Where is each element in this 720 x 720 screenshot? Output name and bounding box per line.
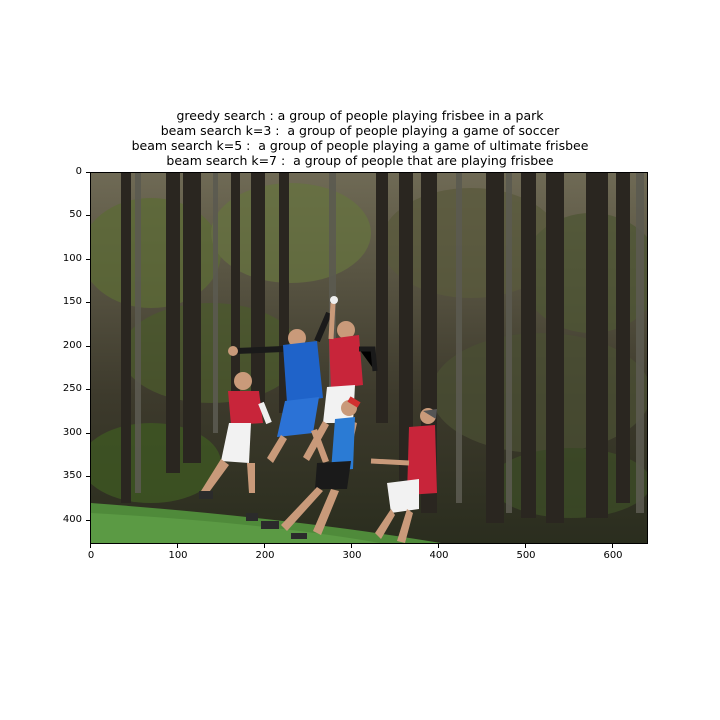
- x-tick-label: 400: [429, 550, 449, 561]
- title-greedy: greedy search : a group of people playin…: [176, 108, 544, 123]
- y-tick-label: 100: [62, 253, 82, 264]
- y-tick-label: 300: [62, 427, 82, 438]
- title-beam-k3: beam search k=3 : a group of people play…: [160, 123, 560, 138]
- y-tick-label: 400: [62, 514, 82, 525]
- x-tick-label: 300: [342, 550, 362, 561]
- y-tick-label: 250: [62, 383, 82, 394]
- x-tick-label: 600: [603, 550, 623, 561]
- x-tick-label: 100: [168, 550, 188, 561]
- y-tick-label: 50: [69, 209, 82, 220]
- x-tick-label: 200: [255, 550, 275, 561]
- y-tick-label: 150: [62, 296, 82, 307]
- y-tick-label: 350: [62, 470, 82, 481]
- frisbee-photo: [91, 173, 647, 543]
- x-tick-label: 0: [87, 550, 95, 561]
- image-axes: [90, 172, 648, 544]
- y-tick-label: 200: [62, 340, 82, 351]
- title-beam-k7: beam search k=7 : a group of people that…: [166, 153, 554, 168]
- figure-title: greedy search : a group of people playin…: [0, 108, 720, 168]
- title-beam-k5: beam search k=5 : a group of people play…: [131, 138, 589, 153]
- y-tick-label: 0: [75, 166, 82, 177]
- x-tick-label: 500: [516, 550, 536, 561]
